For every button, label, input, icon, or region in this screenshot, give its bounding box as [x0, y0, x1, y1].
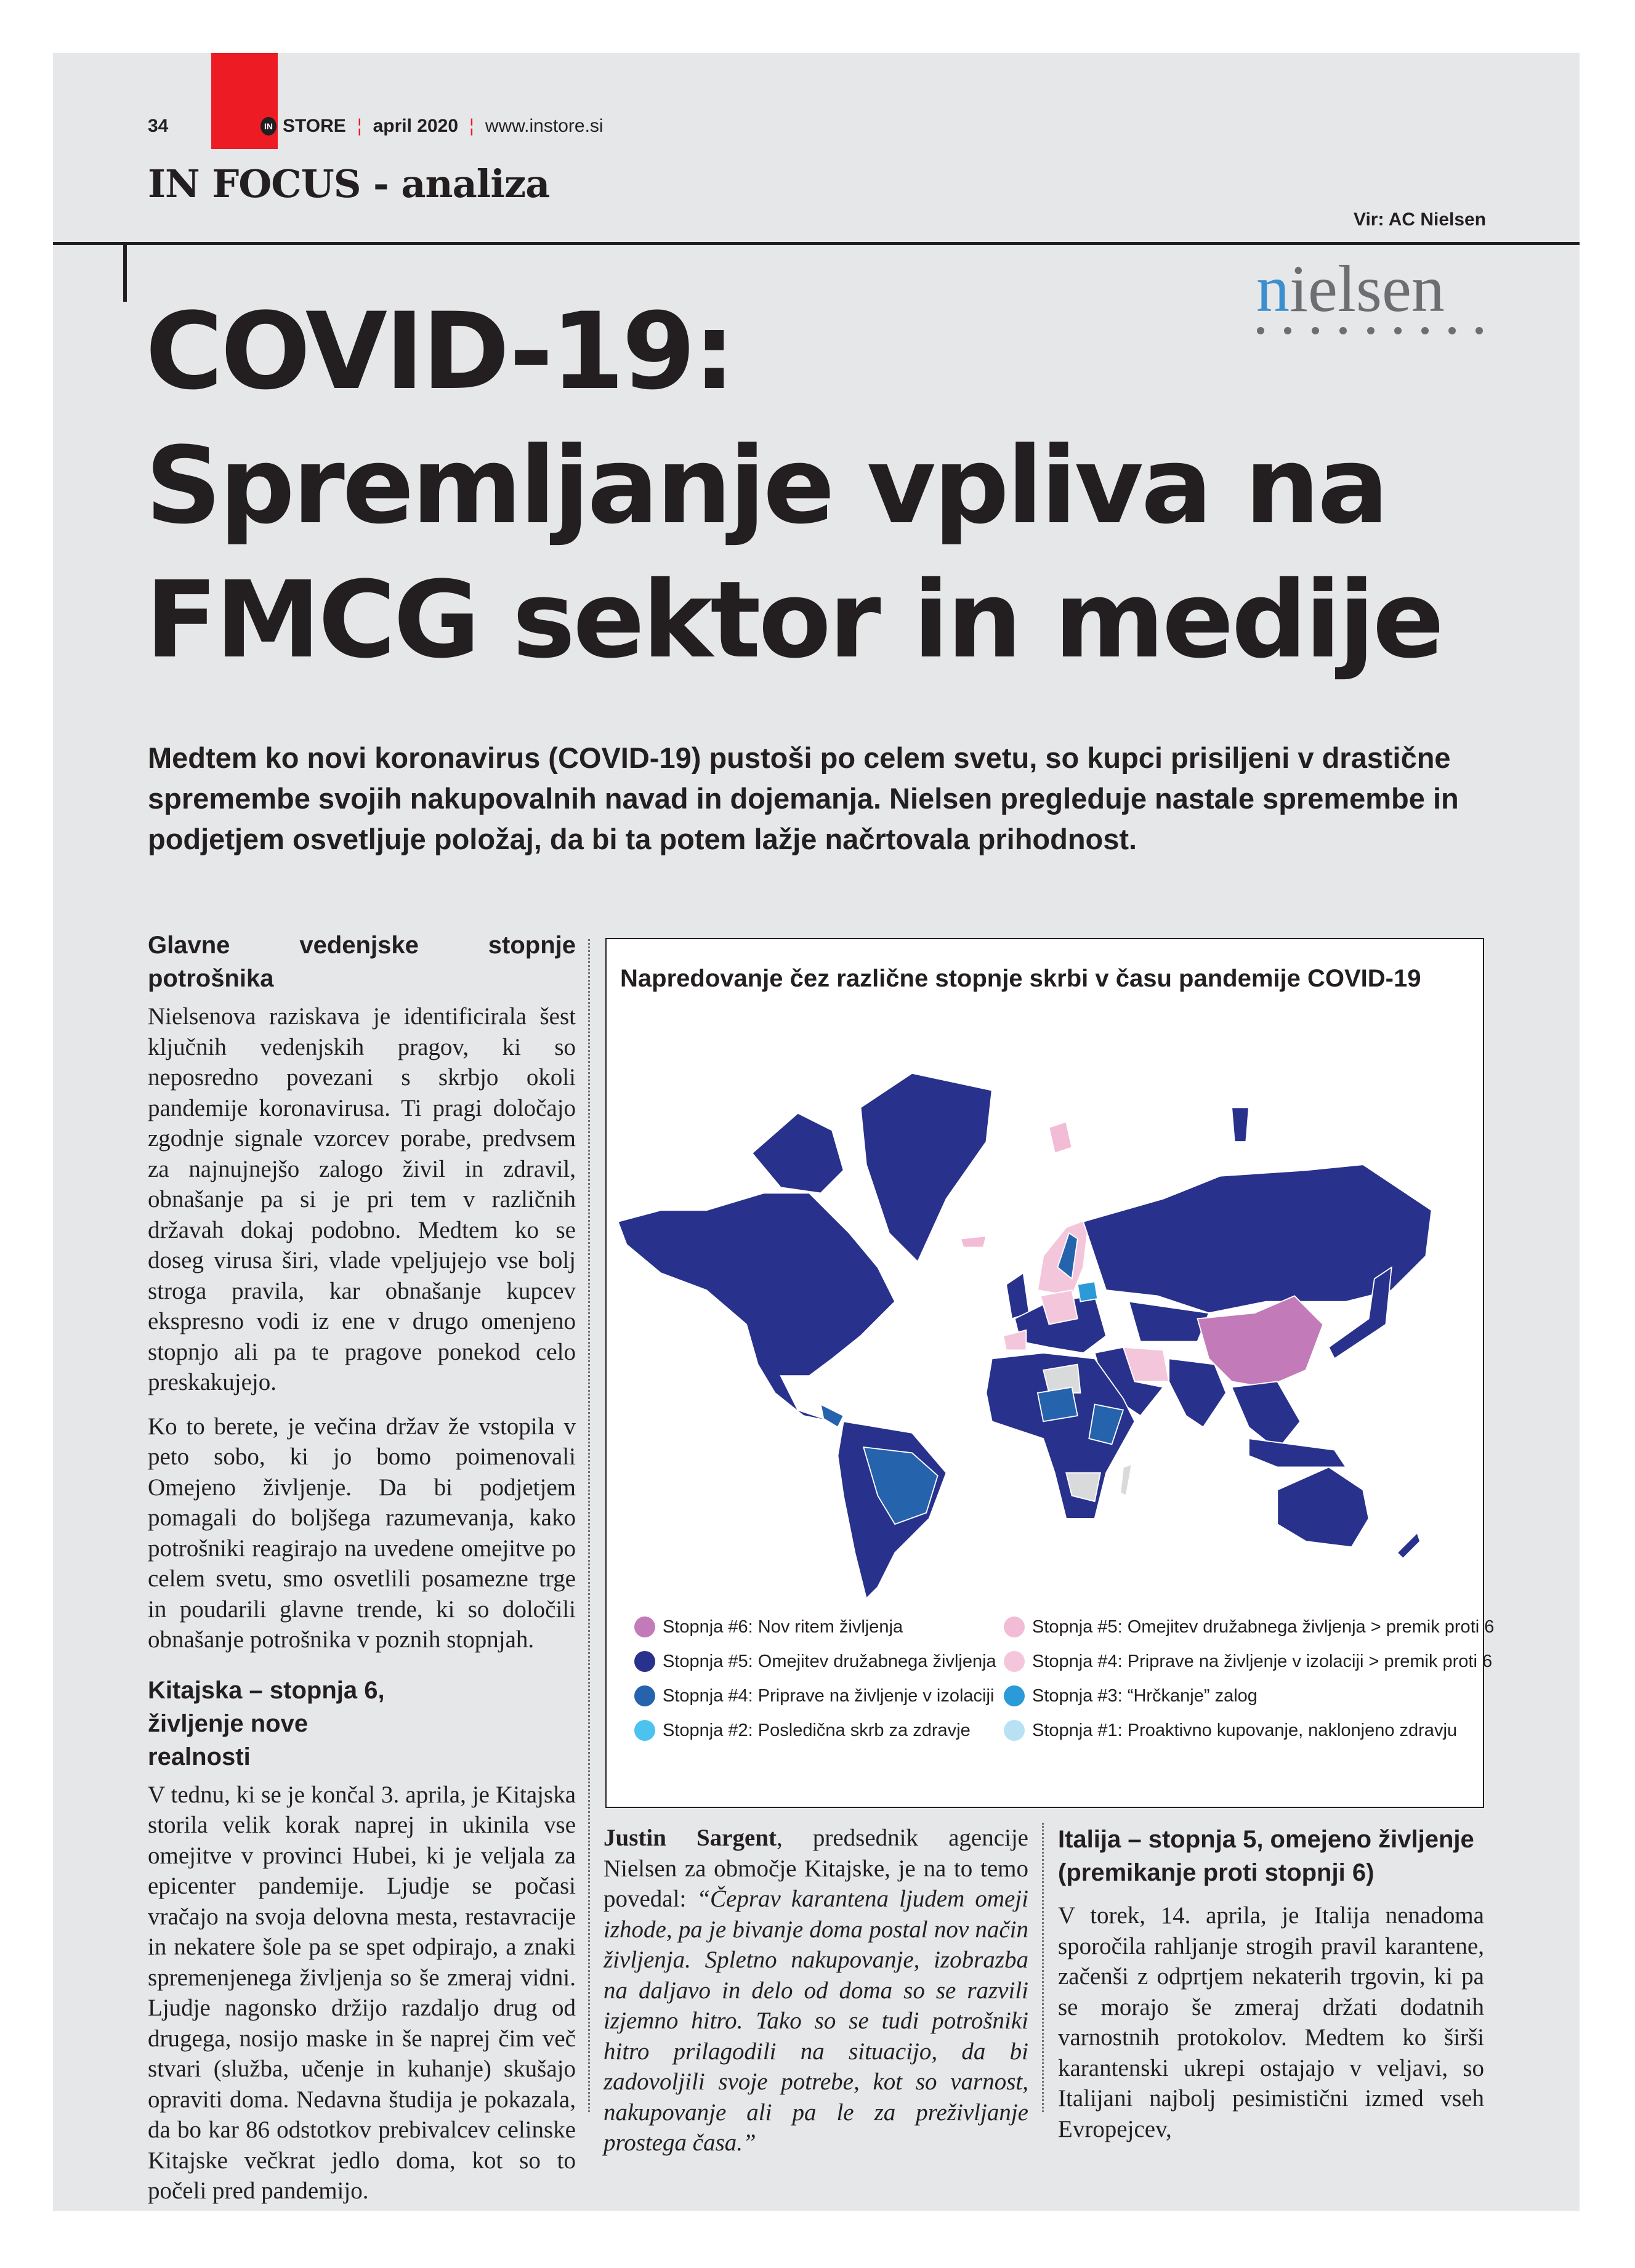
quote-speaker: Justin Sargent — [604, 1825, 777, 1851]
region-central-africa — [1036, 1386, 1078, 1423]
legend-label: Stopnja #3: “Hrčkanje” zalog — [1032, 1685, 1258, 1706]
legend-item: Stopnja #1: Proaktivno kupovanje, naklon… — [1004, 1720, 1472, 1741]
region-sweden — [1057, 1232, 1078, 1280]
article-lead: Medtem ko novi koronavirus (COVID-19) pu… — [148, 741, 1459, 855]
title-line: Spremljanje vpliva na — [145, 424, 1389, 547]
source-credit: Vir: AC Nielsen — [1354, 209, 1487, 230]
title-line: COVID-19: — [145, 289, 735, 413]
nielsen-logo-dots — [1257, 327, 1483, 334]
subheading: Italija – stopnja 5, omejeno življenje (… — [1058, 1826, 1474, 1886]
paragraph: V torek, 14. aprila, je Italija nenadoma… — [1058, 1902, 1484, 2142]
paragraph: V tednu, ki se je končal 3. aprila, je K… — [148, 1781, 576, 2205]
region-china — [1197, 1295, 1324, 1388]
legend-item: Stopnja #5: Omejitev družabnega življenj… — [1004, 1616, 1494, 1637]
in-logo-badge: IN — [260, 117, 277, 135]
website-link[interactable]: www.instore.si — [485, 116, 604, 136]
world-map — [617, 1072, 1432, 1600]
region-uk — [1005, 1272, 1030, 1320]
legend-label: Stopnja #4: Priprave na življenje v izol… — [1032, 1651, 1493, 1671]
issue-date: april 2020 — [373, 116, 459, 136]
separator: ¦ — [357, 116, 362, 136]
legend-label: Stopnja #1: Proaktivno kupovanje, naklon… — [1032, 1720, 1458, 1740]
region-greenland — [860, 1072, 993, 1263]
region-kamchatka — [1231, 1107, 1249, 1143]
legend-label: Stopnja #2: Posledična skrb za zdravje — [663, 1720, 971, 1740]
world-map-figure: Napredovanje čez različne stopnje skrbi … — [605, 938, 1494, 1808]
region-japan — [1328, 1266, 1392, 1360]
legend-item: Stopnja #4: Priprave na življenje v izol… — [1004, 1651, 1492, 1672]
legend-swatch — [634, 1651, 655, 1672]
region-madagascar — [1120, 1463, 1133, 1497]
map-title: Napredovanje čez različne stopnje skrbi … — [620, 965, 1421, 992]
legend-item: Stopnja #4: Priprave na življenje v izol… — [634, 1685, 1004, 1706]
legend-label: Stopnja #6: Nov ritem življenja — [663, 1616, 903, 1637]
brand-name: STORE — [283, 116, 346, 136]
paragraph: Ko to berete, je večina držav že vstopil… — [148, 1413, 576, 1653]
title-line: FMCG sektor in medije — [145, 558, 1444, 682]
subheading: Glavne vedenjske stopnje potrošnika — [148, 932, 576, 992]
region-belarus — [1076, 1281, 1099, 1302]
column-2: Justin Sargent, predsednik agencije Niel… — [604, 1823, 1028, 2158]
region-central-asia — [1128, 1301, 1210, 1342]
column-divider — [588, 939, 590, 2112]
title-marker — [123, 245, 127, 302]
legend-label: Stopnja #4: Priprave na življenje v izol… — [663, 1685, 995, 1706]
region-indonesia — [1248, 1438, 1347, 1468]
legend-label: Stopnja #5: Omejitev družabnega življenj… — [663, 1651, 996, 1671]
quote-paragraph: Justin Sargent, predsednik agencije Niel… — [604, 1823, 1028, 2158]
region-east-africa — [1088, 1403, 1124, 1445]
region-central-europe — [1040, 1289, 1078, 1325]
region-russia — [1082, 1164, 1432, 1314]
region-arctic-islands — [751, 1112, 844, 1194]
map-legend: Stopnja #6: Nov ritem življenja Stopnja … — [634, 1616, 1494, 1741]
quote-text: “Čeprav karantena ljudem omeji izhode, p… — [604, 1886, 1028, 2156]
article-title: COVID-19: Spremljanje vpliva na FMCG sek… — [145, 285, 1444, 687]
legend-swatch — [634, 1720, 655, 1741]
legend-swatch — [634, 1616, 655, 1637]
region-africa-gray — [1043, 1363, 1081, 1394]
region-india — [1168, 1358, 1227, 1428]
region-southern-africa-gray — [1065, 1472, 1102, 1503]
legend-item: Stopnja #2: Posledična skrb za zdravje — [634, 1720, 1004, 1741]
masthead: IN STORE ¦ april 2020 ¦ www.instore.si — [260, 116, 604, 137]
legend-item: Stopnja #6: Nov ritem življenja — [634, 1616, 1004, 1637]
legend-item: Stopnja #5: Omejitev družabnega življenj… — [634, 1651, 1004, 1672]
region-iceland — [959, 1235, 987, 1248]
region-new-zealand — [1396, 1532, 1421, 1560]
region-iberia — [1003, 1329, 1027, 1351]
quote-intro: , predsednik agencije Nielsen za območje… — [604, 1825, 1028, 1912]
region-southeast-asia — [1230, 1381, 1301, 1451]
paragraph: Nielsenova raziskava je identificirala š… — [148, 1003, 576, 1395]
separator: ¦ — [469, 116, 474, 136]
column-divider — [1042, 1823, 1044, 2112]
header-rule — [53, 242, 1580, 245]
legend-label: Stopnja #5: Omejitev družabnega življenj… — [1032, 1616, 1495, 1637]
legend-swatch — [1004, 1720, 1025, 1741]
legend-swatch — [634, 1685, 655, 1706]
legend-swatch — [1004, 1685, 1025, 1706]
column-3: Italija – stopnja 5, omejeno življenje (… — [1058, 1823, 1484, 2144]
region-north-america — [617, 1192, 896, 1423]
legend-swatch — [1004, 1616, 1025, 1637]
nielsen-logo: nielsen — [1256, 256, 1483, 334]
region-svalbard — [1048, 1121, 1073, 1154]
legend-item: Stopnja #3: “Hrčkanje” zalog — [1004, 1685, 1472, 1706]
nielsen-logo-wordmark: nielsen — [1256, 256, 1445, 326]
page-number: 34 — [148, 116, 169, 136]
region-brazil — [862, 1446, 939, 1525]
section-title: IN FOCUS - analiza — [148, 161, 550, 206]
subheading: Kitajska – stopnja 6, življenje nove rea… — [148, 1676, 385, 1770]
region-central-america — [820, 1403, 844, 1428]
column-1: Glavne vedenjske stopnje potrošnika Niel… — [148, 929, 576, 2206]
region-australia — [1277, 1466, 1370, 1548]
legend-swatch — [1004, 1651, 1025, 1672]
